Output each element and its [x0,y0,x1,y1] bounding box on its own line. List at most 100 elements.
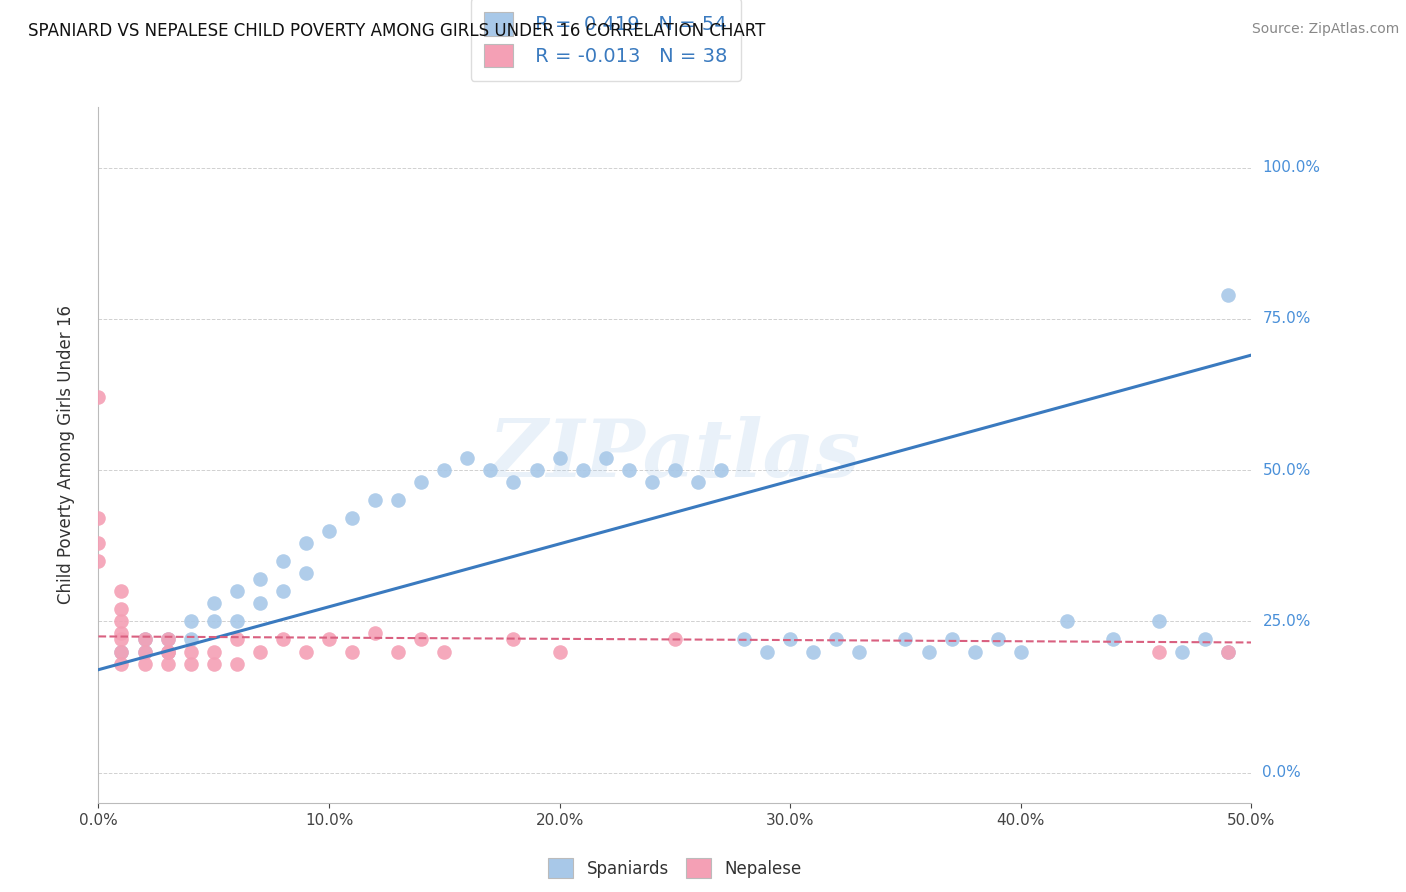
Point [180,644,202,658]
Point [271,584,294,599]
Point [801,644,824,658]
Point [433,463,456,477]
Point [617,463,640,477]
Point [411,632,433,647]
Point [202,657,225,671]
Point [202,596,225,610]
Point [225,657,247,671]
Point [941,632,963,647]
Point [387,493,409,508]
Point [110,632,132,647]
Point [548,644,571,658]
Point [963,644,986,658]
Point [110,584,132,599]
Point [225,632,247,647]
Point [641,475,664,490]
Point [156,644,179,658]
Point [479,463,502,477]
Point [502,475,524,490]
Point [526,463,548,477]
Point [134,657,156,671]
Point [110,615,132,629]
Point [340,511,363,525]
Point [1218,644,1240,658]
Point [156,632,179,647]
Point [156,632,179,647]
Point [710,463,733,477]
Point [202,615,225,629]
Point [249,644,271,658]
Point [249,596,271,610]
Point [664,463,686,477]
Point [548,450,571,465]
Point [87,554,110,568]
Y-axis label: Child Poverty Among Girls Under 16: Child Poverty Among Girls Under 16 [56,305,75,605]
Point [686,475,709,490]
Point [156,644,179,658]
Point [502,632,524,647]
Point [295,535,318,549]
Point [134,644,156,658]
Point [271,632,294,647]
Point [295,644,318,658]
Point [894,632,917,647]
Point [387,644,409,658]
Point [571,463,593,477]
Point [87,535,110,549]
Point [87,391,110,405]
Point [156,644,179,658]
Point [1171,644,1194,658]
Point [848,644,870,658]
Text: 0.0%: 0.0% [1263,765,1301,780]
Point [225,584,247,599]
Point [110,657,132,671]
Point [110,644,132,658]
Point [664,632,686,647]
Point [364,626,387,640]
Text: SPANIARD VS NEPALESE CHILD POVERTY AMONG GIRLS UNDER 16 CORRELATION CHART: SPANIARD VS NEPALESE CHILD POVERTY AMONG… [28,22,765,40]
Point [134,644,156,658]
Point [110,644,132,658]
Point [1147,615,1170,629]
Point [318,524,340,538]
Point [1147,644,1170,658]
Point [295,566,318,580]
Point [340,644,363,658]
Point [595,450,617,465]
Point [202,644,225,658]
Point [87,511,110,525]
Text: ZIPatlas: ZIPatlas [489,417,860,493]
Point [1056,615,1078,629]
Text: 75.0%: 75.0% [1263,311,1310,326]
Point [364,493,387,508]
Text: Source: ZipAtlas.com: Source: ZipAtlas.com [1251,22,1399,37]
Point [987,632,1010,647]
Point [733,632,755,647]
Point [1102,632,1125,647]
Point [271,554,294,568]
Point [1218,287,1240,301]
Point [134,632,156,647]
Point [134,632,156,647]
Point [779,632,801,647]
Point [456,450,478,465]
Point [249,572,271,586]
Point [180,615,202,629]
Text: 100.0%: 100.0% [1263,160,1320,175]
Point [110,626,132,640]
Text: 25.0%: 25.0% [1263,614,1310,629]
Point [433,644,456,658]
Point [110,602,132,616]
Point [156,657,179,671]
Point [225,615,247,629]
Point [180,657,202,671]
Point [756,644,779,658]
Point [917,644,939,658]
Point [1194,632,1216,647]
Point [180,632,202,647]
Text: 50.0%: 50.0% [1263,463,1310,477]
Point [825,632,848,647]
Point [1218,644,1240,658]
Point [411,475,433,490]
Point [1010,644,1032,658]
